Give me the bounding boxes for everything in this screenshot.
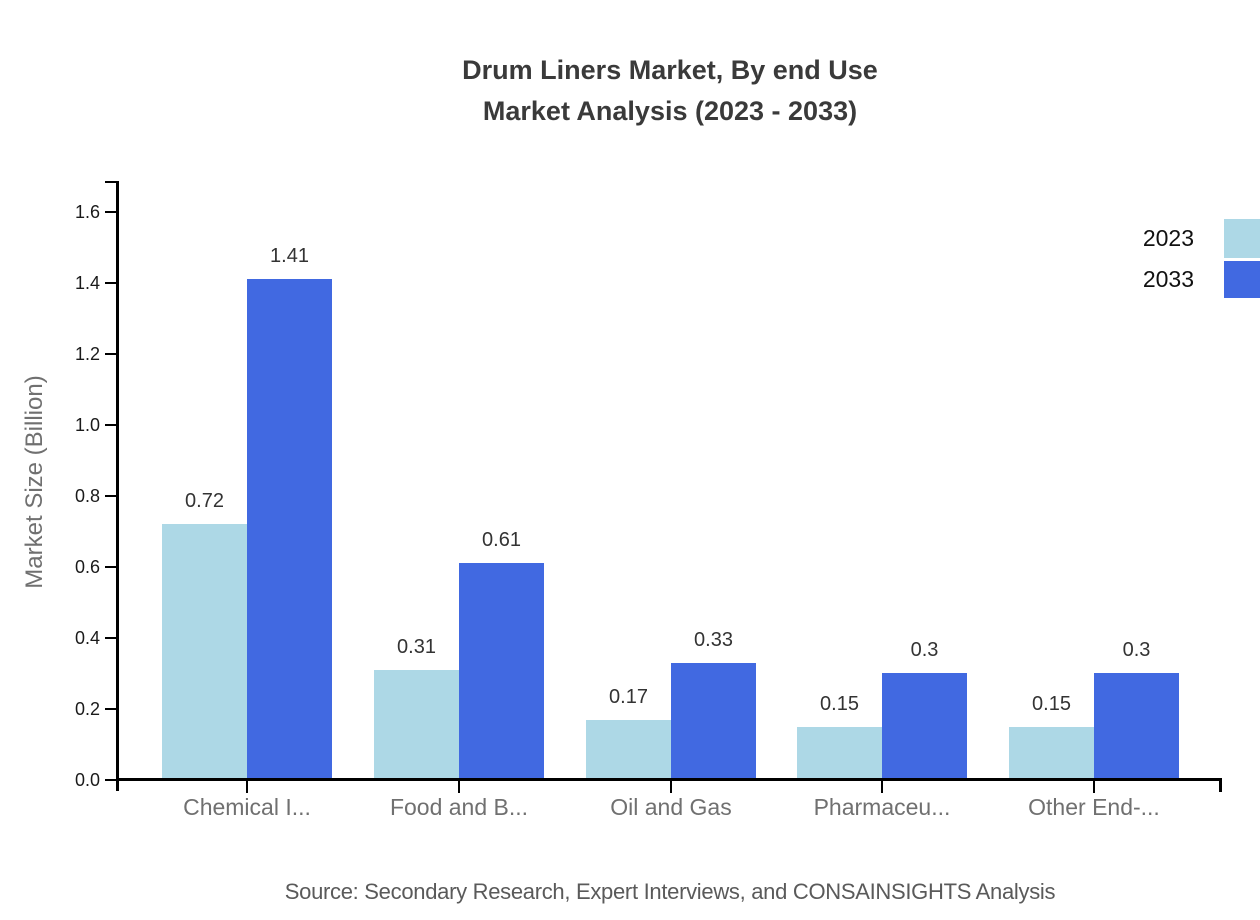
y-tick — [105, 495, 116, 497]
y-tick-label: 0.8 — [74, 486, 100, 506]
bar-2033-5 — [1094, 673, 1179, 780]
x-label: Food and B... — [389, 794, 529, 820]
y-tick — [105, 282, 116, 284]
y-tick-label: 0.0 — [74, 770, 100, 790]
bar-value-label: 0.33 — [694, 629, 733, 651]
x-label: Pharmaceu... — [813, 794, 951, 820]
bar-value-label: 0.61 — [482, 529, 521, 551]
y-tick-label: 1.4 — [74, 273, 100, 293]
y-axis-line — [116, 181, 119, 791]
x-tick — [881, 781, 883, 793]
chart-title-line2: Market Analysis (2023 - 2033) — [482, 96, 858, 126]
source-attribution: Source: Secondary Research, Expert Inter… — [284, 879, 1056, 904]
bar-2023-1 — [162, 524, 247, 780]
bar-value-label: 0.15 — [1032, 693, 1071, 715]
x-tick — [246, 781, 248, 793]
bar-value-label: 0.31 — [397, 636, 436, 658]
y-tick-label: 1.6 — [74, 202, 100, 222]
legend-label-2023: 2023 — [1142, 225, 1194, 251]
y-tick — [105, 424, 116, 426]
y-tick-label: 1.0 — [74, 415, 100, 435]
x-axis-end-tick — [1219, 778, 1222, 792]
chart-title-line1: Drum Liners Market, By end Use — [462, 55, 878, 85]
bar-2033-1 — [247, 279, 332, 780]
x-tick — [670, 781, 672, 793]
bar-value-label: 1.41 — [270, 245, 309, 267]
y-tick-label: 0.4 — [74, 628, 100, 648]
x-tick — [1093, 781, 1095, 793]
x-label: Chemical I... — [183, 794, 311, 820]
legend-label-2033: 2033 — [1142, 266, 1194, 292]
chart-title: Drum Liners Market, By end Use Market An… — [118, 50, 1222, 132]
y-tick — [105, 779, 116, 781]
legend-swatch-2023 — [1224, 219, 1260, 258]
y-tick-label: 1.2 — [74, 344, 100, 364]
bar-value-label: 0.72 — [185, 490, 224, 512]
bar-value-label: 0.3 — [1122, 639, 1151, 661]
x-label: Other End-... — [1028, 794, 1160, 820]
bar-2033-4 — [882, 673, 967, 780]
bar-2023-4 — [797, 727, 882, 780]
y-tick — [105, 637, 116, 639]
y-tick-label: 0.6 — [74, 557, 100, 577]
legend-swatch-2033 — [1224, 261, 1260, 298]
bar-value-label: 0.15 — [820, 693, 859, 715]
x-label: Oil and Gas — [610, 794, 732, 820]
bar-2033-3 — [671, 663, 756, 780]
bar-value-label: 0.17 — [609, 686, 648, 708]
y-tick-label: 0.2 — [74, 699, 100, 719]
bar-2023-2 — [374, 670, 459, 780]
y-axis-end-tick — [105, 181, 116, 183]
y-tick — [105, 566, 116, 568]
bar-2033-2 — [459, 563, 544, 780]
y-tick — [105, 353, 116, 355]
bar-2023-5 — [1009, 727, 1094, 780]
bar-value-label: 0.3 — [910, 639, 939, 661]
x-axis-line — [116, 778, 1222, 781]
x-tick — [458, 781, 460, 793]
y-tick — [105, 211, 116, 213]
bar-2023-3 — [586, 720, 671, 780]
y-tick — [105, 708, 116, 710]
